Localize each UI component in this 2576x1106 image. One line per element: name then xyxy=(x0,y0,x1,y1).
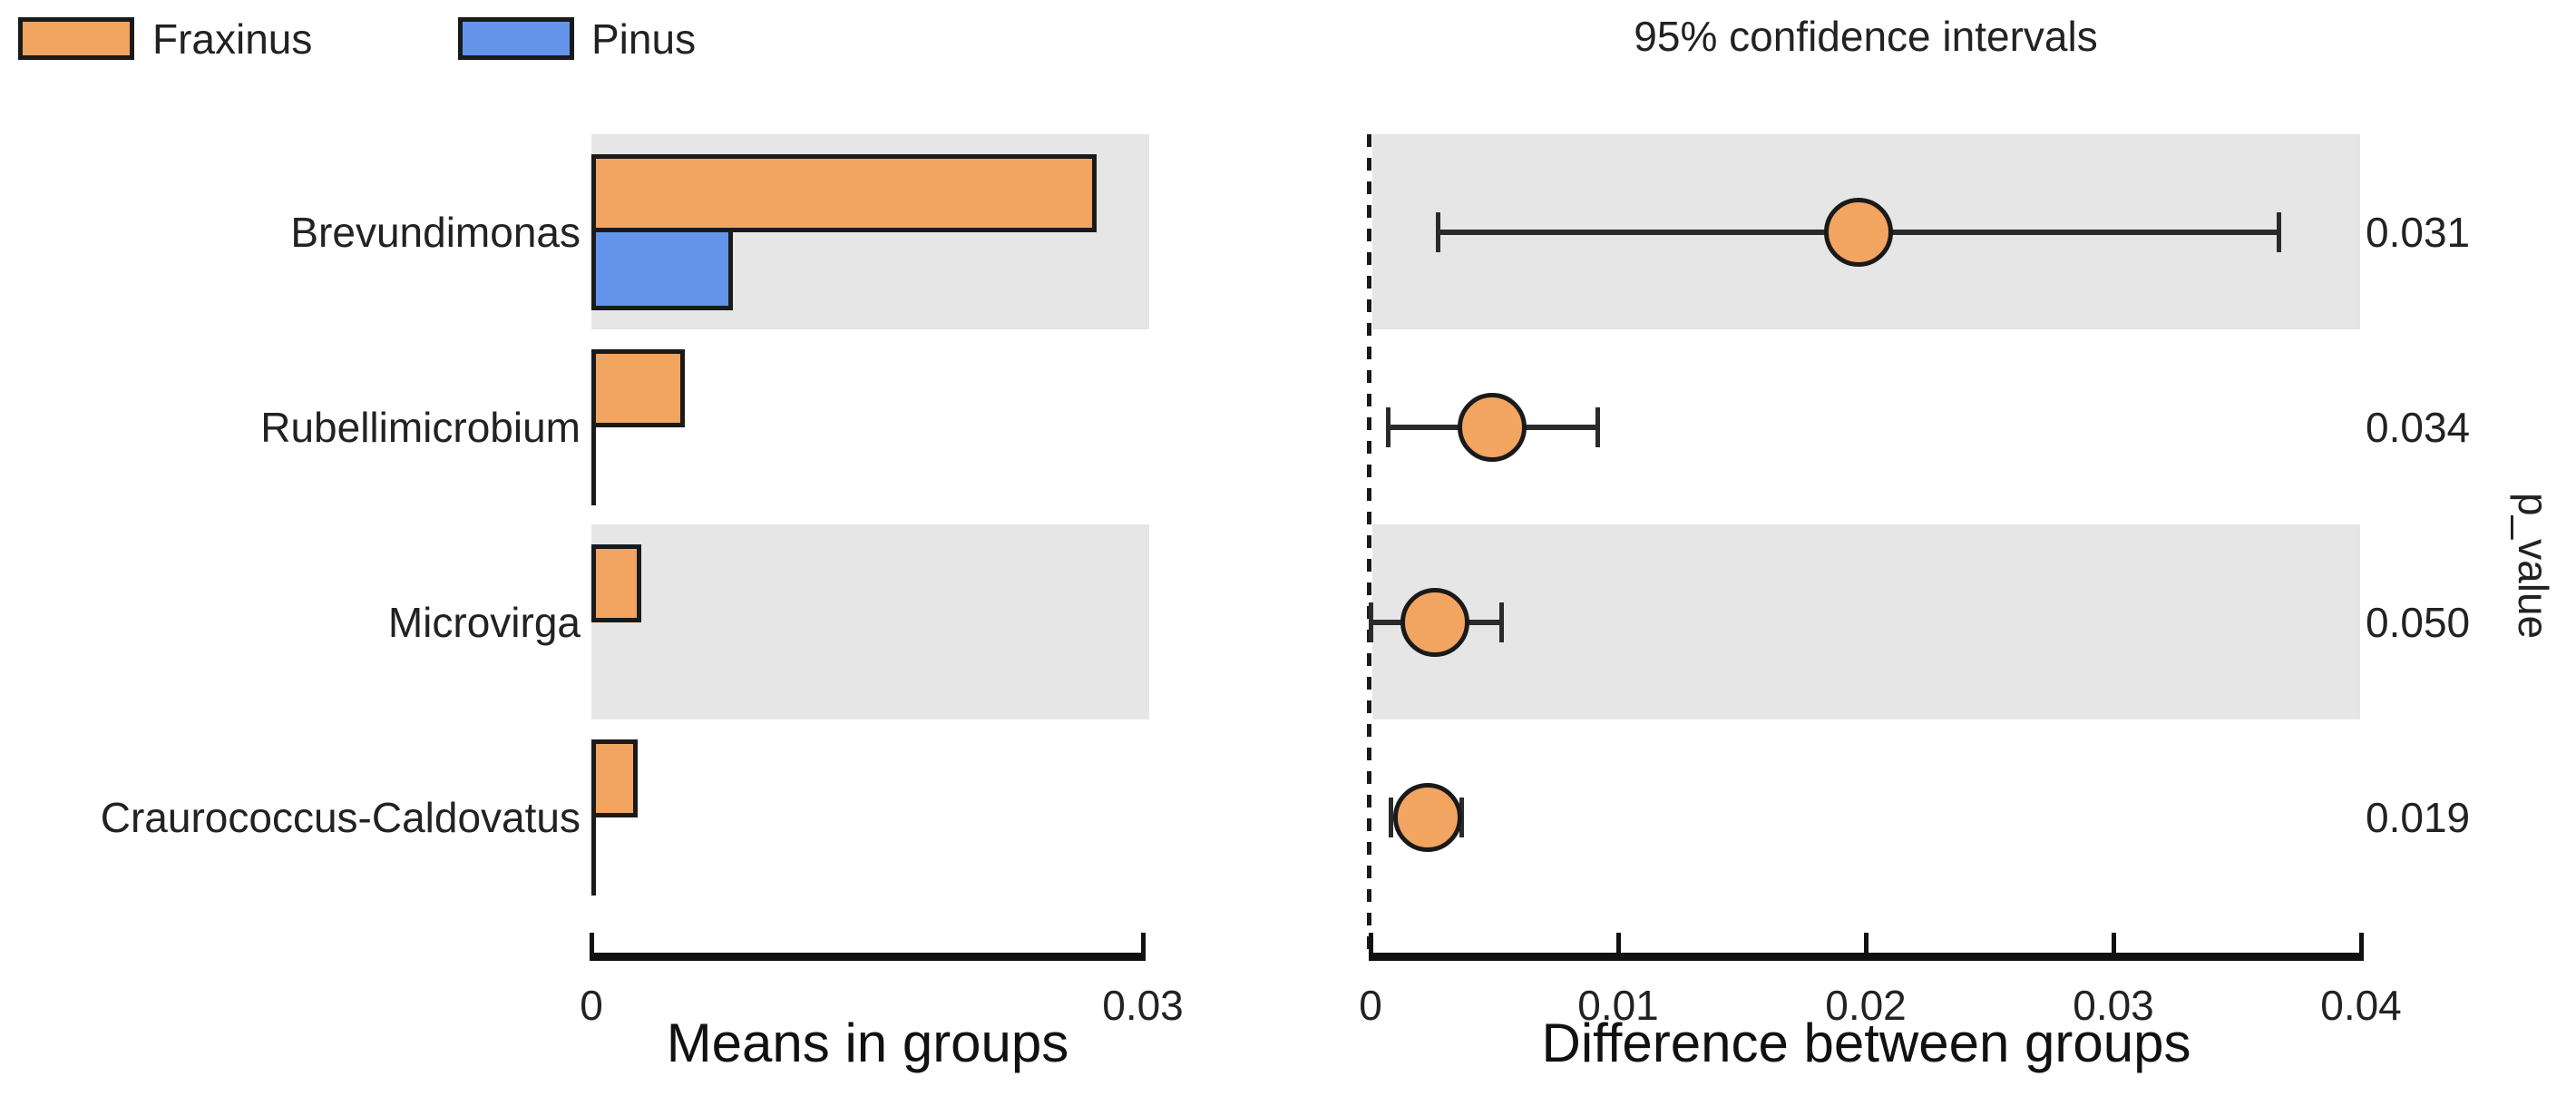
fraxinus-bar xyxy=(591,544,641,622)
p-value: 0.031 xyxy=(2366,209,2471,256)
difference-axis-tick xyxy=(1369,933,1373,953)
difference-axis-tick xyxy=(1616,933,1621,953)
p-value: 0.050 xyxy=(2366,599,2471,646)
p-value: 0.034 xyxy=(2366,404,2471,451)
pinus-bar xyxy=(591,423,596,505)
zero-dashed-line xyxy=(1367,134,1371,953)
means-axis-tick xyxy=(590,933,594,953)
difference-axis-tick xyxy=(2112,933,2116,953)
ci-panel-title: 95% confidence intervals xyxy=(1634,13,2098,60)
ci-dot xyxy=(1824,198,1893,267)
difference-tick-label: 0.02 xyxy=(1825,982,1907,1029)
ci-cap-right xyxy=(1499,602,1504,642)
legend-swatch-pinus xyxy=(458,17,574,60)
ci-dot xyxy=(1400,588,1469,657)
difference-tick-label: 0.04 xyxy=(2320,982,2402,1029)
difference-tick-label: 0.01 xyxy=(1577,982,1659,1029)
difference-tick-label: 0 xyxy=(1359,982,1382,1029)
means-axis-tick xyxy=(1141,933,1146,953)
ci-dot xyxy=(1458,393,1527,462)
p-value: 0.019 xyxy=(2366,794,2471,841)
difference-axis-tick xyxy=(1864,933,1869,953)
fraxinus-bar xyxy=(591,154,1097,232)
means-axis-title: Means in groups xyxy=(666,1013,1069,1073)
ci-cap-right xyxy=(1595,407,1600,447)
ci-cap-left xyxy=(1436,212,1440,252)
x-axis-difference xyxy=(1369,953,2364,961)
difference-tick-label: 0.03 xyxy=(2073,982,2154,1029)
ci-cap-left xyxy=(1369,602,1373,642)
legend-swatch-fraxinus xyxy=(18,17,134,60)
legend-label-pinus: Pinus xyxy=(591,15,697,63)
ci-cap-left xyxy=(1389,798,1393,837)
pinus-bar xyxy=(591,813,596,896)
difference-axis-tick xyxy=(2359,933,2364,953)
taxon-label: Craurococcus-Caldovatus xyxy=(100,794,581,841)
row-band-ci xyxy=(1372,524,2360,719)
legend-label-fraxinus: Fraxinus xyxy=(152,15,313,63)
means-tick-label: 0.03 xyxy=(1102,982,1184,1029)
taxon-label: Microvirga xyxy=(387,599,581,646)
taxon-label: Rubellimicrobium xyxy=(260,404,581,451)
difference-axis-title: Difference between groups xyxy=(1541,1013,2191,1073)
ci-cap-left xyxy=(1386,407,1390,447)
means-tick-label: 0 xyxy=(580,982,603,1029)
taxon-label: Brevundimonas xyxy=(290,209,581,256)
fraxinus-bar xyxy=(591,739,638,817)
row-band-means xyxy=(591,524,1149,719)
p-value-axis-label: p_value xyxy=(2510,493,2557,640)
ci-cap-right xyxy=(2277,212,2281,252)
fraxinus-bar xyxy=(591,349,685,427)
ci-dot xyxy=(1393,783,1462,852)
pinus-bar xyxy=(591,228,733,310)
x-axis-means xyxy=(590,953,1146,961)
